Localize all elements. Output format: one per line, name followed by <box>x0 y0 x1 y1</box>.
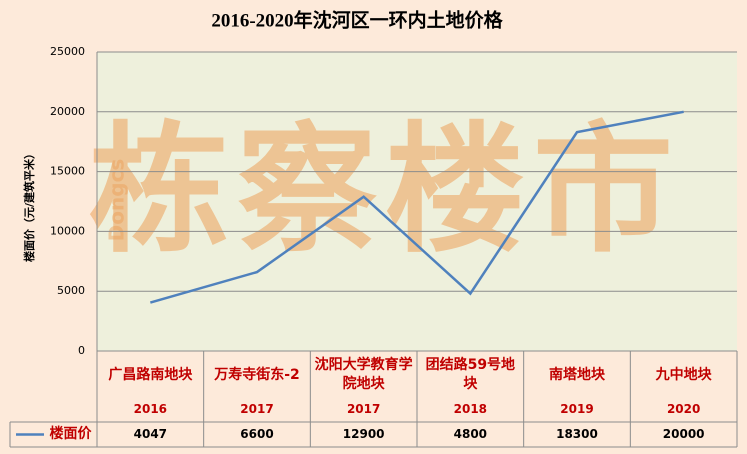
table-value: 20000 <box>662 427 705 441</box>
category-year: 2017 <box>346 401 381 416</box>
category-year: 2018 <box>453 401 488 416</box>
category-year: 2020 <box>666 401 701 416</box>
table-value: 12900 <box>342 427 385 441</box>
y-tick-label: 15000 <box>50 165 85 178</box>
y-tick-label: 10000 <box>50 224 85 237</box>
chart-title: 2016-2020年沈河区一环内土地价格 <box>211 8 503 31</box>
category-label: 团结路59号地块 <box>425 357 516 392</box>
y-axis-label: 楼面价（元/建筑平米） <box>22 148 36 262</box>
category-year: 2017 <box>240 401 274 416</box>
category-year: 2016 <box>133 401 168 416</box>
category-label: 九中地块 <box>655 366 712 383</box>
y-tick-label: 25000 <box>50 45 85 58</box>
category-label: 沈阳大学教育学院地块 <box>314 357 413 392</box>
watermark: 栋察楼市 <box>89 110 681 273</box>
data-line <box>149 110 684 304</box>
table-value: 18300 <box>556 427 598 441</box>
y-tick-label: 20000 <box>50 105 85 118</box>
table-value: 4800 <box>453 427 488 441</box>
y-tick-label: 5000 <box>57 284 85 297</box>
category-label: 广昌路南地块 <box>108 366 193 383</box>
category-label: 南塔地块 <box>548 366 605 383</box>
y-tick-label: 0 <box>78 344 85 357</box>
category-year: 2019 <box>560 401 594 416</box>
plot-area <box>97 52 737 351</box>
watermark-sub: Dongcs <box>105 159 129 242</box>
table-value: 6600 <box>240 427 274 441</box>
table-value: 4047 <box>133 427 168 441</box>
legend-label: 楼面价 <box>49 426 92 442</box>
category-label: 万寿寺街东-2 <box>214 366 300 383</box>
